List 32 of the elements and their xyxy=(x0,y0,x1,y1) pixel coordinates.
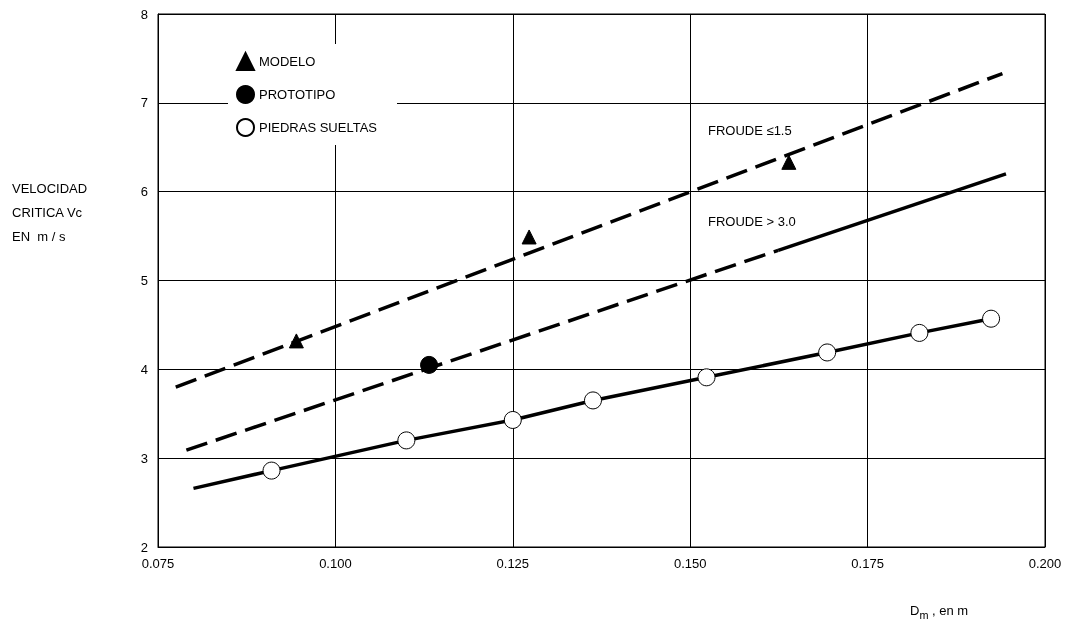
point xyxy=(781,154,797,170)
x-tick-label: 0.100 xyxy=(319,556,352,571)
y-tick-label: 3 xyxy=(140,450,148,466)
point xyxy=(521,229,537,245)
point xyxy=(697,368,716,387)
x-tick-label: 0.200 xyxy=(1028,556,1062,571)
x-tick-label: 0.125 xyxy=(496,556,530,571)
point xyxy=(397,431,416,450)
y-tick-label: 5 xyxy=(140,273,148,288)
x-tick-label: 0.150 xyxy=(673,556,707,571)
y-axis-title: VELOCIDAD CRITICA Vc EN m / s xyxy=(12,180,88,244)
x-tick-label: 0.175 xyxy=(851,556,884,571)
point xyxy=(288,333,304,349)
legend-label: PROTOTIPO xyxy=(259,87,336,102)
point xyxy=(503,410,522,429)
point xyxy=(910,323,929,342)
y-tick-label: 6 xyxy=(140,184,148,200)
point xyxy=(262,461,281,480)
point xyxy=(420,355,439,374)
legend-label: MODELO xyxy=(259,54,316,69)
y-tick-label: 4 xyxy=(140,361,148,377)
y-tick-label: 7 xyxy=(140,95,148,111)
y-tick-label: 2 xyxy=(140,539,148,555)
annotation: FROUDE ≤1.5 xyxy=(708,122,792,138)
point xyxy=(818,343,837,362)
legend-label: PIEDRAS SUELTAS xyxy=(259,120,378,135)
y-tick-label: 8 xyxy=(140,6,148,22)
x-axis-title: D$_{m}$ , en m xyxy=(910,603,969,621)
annotation: FROUDE > 3.0 xyxy=(708,213,796,229)
point xyxy=(584,391,602,410)
x-tick-label: 0.075 xyxy=(141,556,175,571)
point xyxy=(982,309,1001,328)
